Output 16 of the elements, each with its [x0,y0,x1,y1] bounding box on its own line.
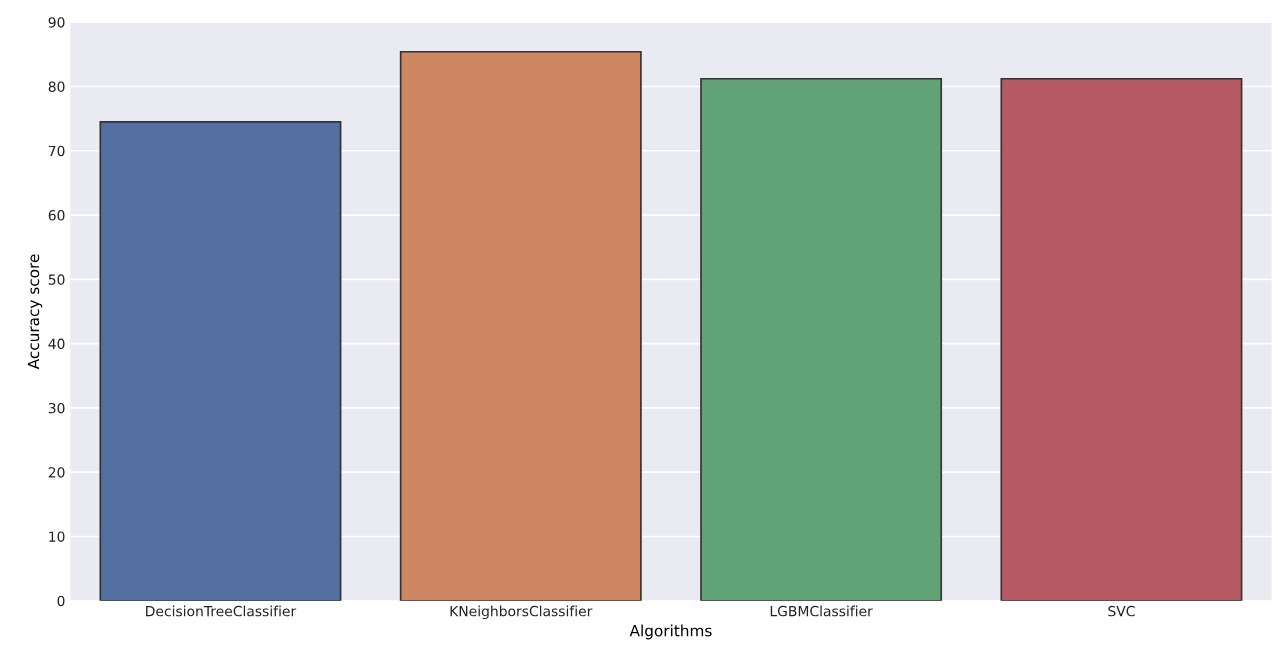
x-tick-label: DecisionTreeClassifier [146,605,297,617]
x-tick-label: LGBMClassifier [770,605,873,617]
y-tick-label: 70 [48,145,65,157]
x-tick-label: SVC [1108,605,1135,617]
y-tick-label: 0 [57,595,65,607]
y-tick-label: 20 [48,467,65,478]
y-tick-label: 80 [48,81,65,92]
y-tick-label: 50 [48,274,65,285]
y-tick-label: 30 [48,402,65,414]
y-tick-label: 10 [49,531,65,542]
x-tick-label: KNeighborsClassifier [450,605,593,620]
y-tick-label: 60 [48,210,65,221]
y-tick-label: 90 [48,17,65,28]
x-axis-title: Algorithms [629,624,712,640]
y-tick-label: 40 [48,338,65,350]
y-axis-title: Accuracy score [27,254,43,370]
